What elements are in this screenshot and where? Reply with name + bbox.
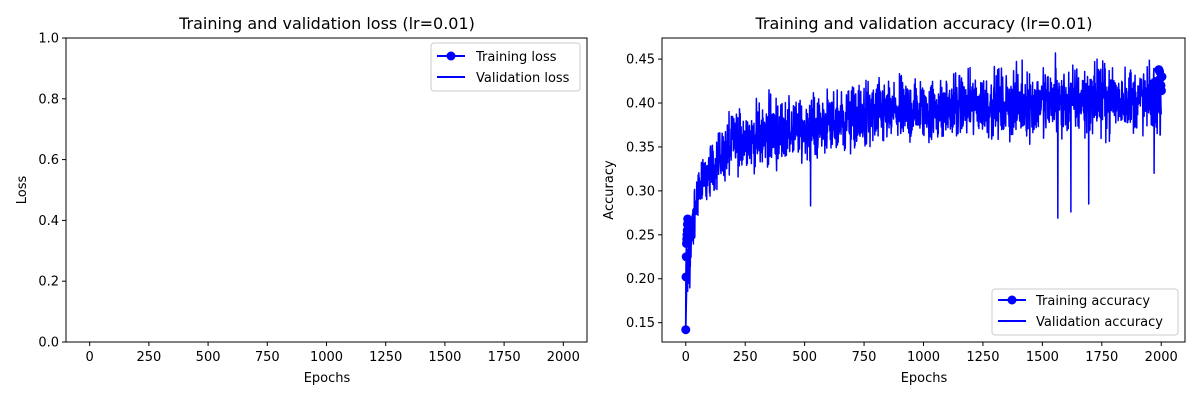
- loss-x-tick-label: 1500: [428, 350, 461, 365]
- accuracy-x-tick-label: 1750: [1085, 350, 1118, 365]
- accuracy-y-tick-label: 0.30: [626, 184, 655, 199]
- accuracy-axes-frame: [661, 37, 1186, 343]
- accuracy-legend-training-label: Training accuracy: [1035, 294, 1150, 309]
- accuracy-legend-validation-label: Validation accuracy: [1036, 315, 1163, 330]
- loss-axes-frame: [65, 37, 588, 343]
- loss-legend-training-marker: [446, 51, 456, 61]
- training-accuracy-point: [681, 272, 691, 282]
- loss-legend-box: [430, 42, 581, 92]
- accuracy-x-tick-label: 500: [792, 350, 817, 365]
- loss-legend-training-label: Training loss: [475, 50, 557, 65]
- loss-y-tick-label: 0.4: [38, 214, 59, 229]
- loss-y-tick-label: 0.6: [38, 153, 59, 168]
- loss-x-tick-label: 250: [136, 350, 161, 365]
- accuracy-x-tick-label: 0: [682, 350, 690, 365]
- loss-x-tick-label: 750: [255, 350, 280, 365]
- training-accuracy-point: [1156, 86, 1166, 96]
- loss-y-tick-label: 0.2: [38, 275, 59, 290]
- loss-x-tick-label: 1750: [488, 350, 521, 365]
- loss-chart: Training and validation loss (lr=0.01) 0…: [15, 14, 588, 386]
- accuracy-y-tick-label: 0.35: [626, 140, 655, 155]
- accuracy-chart-title: Training and validation accuracy (lr=0.0…: [754, 14, 1092, 33]
- loss-x-tick-label: 0: [86, 350, 94, 365]
- accuracy-x-tick-label: 1500: [1026, 350, 1059, 365]
- training-accuracy-point: [681, 325, 691, 335]
- accuracy-x-ticks: 0 250 500 750 1000 1250 1500 1750 2000: [682, 342, 1178, 365]
- training-accuracy-point: [1157, 72, 1167, 82]
- accuracy-x-axis-label: Epochs: [901, 371, 948, 386]
- accuracy-y-axis-label: Accuracy: [602, 160, 617, 220]
- loss-chart-title: Training and validation loss (lr=0.01): [178, 14, 475, 33]
- accuracy-x-tick-label: 1000: [907, 350, 940, 365]
- loss-legend: Training loss Validation loss: [430, 42, 581, 92]
- accuracy-legend: Training accuracy Validation accuracy: [991, 288, 1179, 336]
- accuracy-x-tick-label: 750: [852, 350, 877, 365]
- loss-y-axis-label: Loss: [15, 176, 30, 205]
- accuracy-y-tick-label: 0.25: [626, 228, 655, 243]
- accuracy-y-tick-label: 0.40: [626, 97, 655, 112]
- loss-x-tick-label: 1250: [369, 350, 402, 365]
- accuracy-plot-area: [681, 52, 1167, 335]
- accuracy-x-tick-label: 250: [733, 350, 758, 365]
- loss-x-tick-label: 500: [196, 350, 221, 365]
- loss-x-axis-label: Epochs: [304, 371, 351, 386]
- accuracy-y-tick-label: 0.45: [626, 53, 655, 68]
- accuracy-y-tick-label: 0.20: [626, 272, 655, 287]
- loss-legend-validation-label: Validation loss: [476, 71, 570, 86]
- training-accuracy-point: [683, 214, 693, 224]
- training-accuracy-point: [681, 252, 691, 262]
- validation-accuracy-line: [685, 52, 1162, 326]
- loss-x-tick-label: 1000: [310, 350, 343, 365]
- loss-x-ticks: 0 250 500 750 1000 1250 1500 1750 2000: [86, 342, 580, 365]
- accuracy-y-tick-label: 0.15: [626, 316, 655, 331]
- loss-y-tick-label: 0.0: [38, 336, 59, 351]
- accuracy-y-ticks: 0.15 0.20 0.25 0.30 0.35 0.40 0.45: [626, 53, 662, 331]
- loss-y-ticks: 0.0 0.2 0.4 0.6 0.8 1.0: [38, 32, 66, 351]
- accuracy-legend-box: [991, 288, 1179, 336]
- accuracy-chart: Training and validation accuracy (lr=0.0…: [602, 14, 1186, 386]
- accuracy-x-tick-label: 1250: [966, 350, 999, 365]
- loss-y-tick-label: 1.0: [38, 32, 59, 47]
- loss-x-tick-label: 2000: [547, 350, 580, 365]
- accuracy-legend-training-marker: [1007, 295, 1017, 305]
- loss-y-tick-label: 0.8: [38, 92, 59, 107]
- accuracy-x-tick-label: 2000: [1145, 350, 1178, 365]
